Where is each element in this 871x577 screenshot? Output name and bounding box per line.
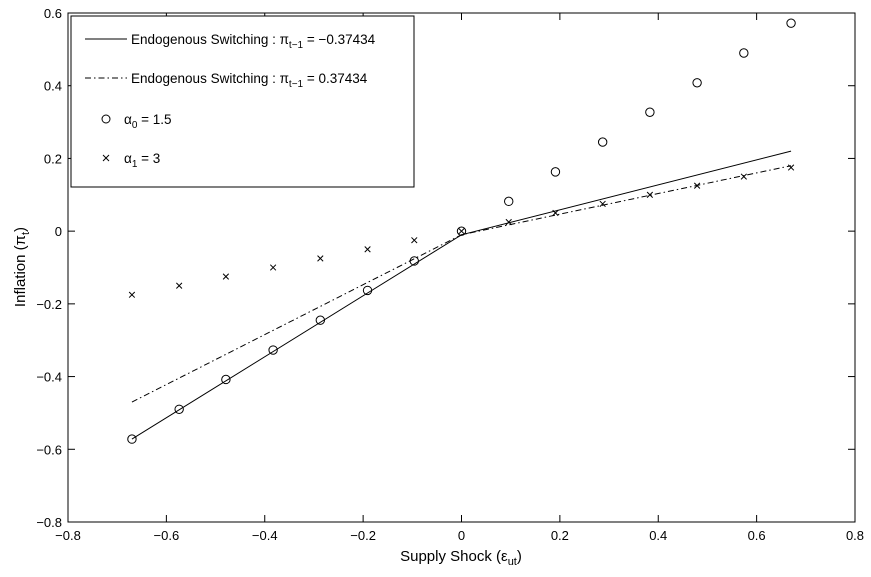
x-marker-stroke	[176, 282, 183, 289]
x-marker	[364, 246, 371, 253]
x-marker	[128, 291, 136, 298]
y-tick-label: 0.2	[44, 151, 62, 166]
x-tick-label: −0.6	[154, 528, 180, 543]
x-tick-label: 0	[458, 528, 465, 543]
y-tick-label: −0.6	[36, 442, 62, 457]
x-marker-stroke	[740, 173, 747, 180]
x-marker	[740, 173, 747, 180]
circle-marker	[692, 78, 702, 88]
circle-marker	[786, 18, 796, 28]
circle-marker	[127, 434, 137, 444]
series-layer	[127, 18, 796, 444]
y-tick-label: 0.6	[44, 6, 62, 21]
x-marker-stroke	[646, 191, 654, 198]
legend-swatch-circle	[101, 114, 111, 124]
x-marker	[317, 255, 324, 262]
x-marker	[458, 227, 465, 235]
x-tick-label: 0.6	[748, 528, 766, 543]
x-marker-stroke	[269, 264, 277, 271]
x-marker-stroke	[317, 255, 324, 262]
circle-marker	[456, 226, 467, 236]
x-marker	[693, 182, 701, 189]
circle-marker	[409, 256, 419, 266]
x-marker	[269, 264, 277, 271]
x-tick-label: −0.2	[350, 528, 376, 543]
circle-marker	[174, 404, 184, 414]
x-tick-label: −0.8	[55, 528, 81, 543]
x-tick-label: 0.4	[649, 528, 667, 543]
x-tick-label: 0.8	[846, 528, 864, 543]
y-tick-label: −0.2	[36, 297, 62, 312]
x-marker-stroke	[128, 291, 136, 298]
x-marker	[222, 273, 230, 280]
circle-marker	[597, 137, 608, 147]
y-axis-title: Inflation (πt)	[12, 227, 32, 307]
legend-entry-0: Endogenous Switching : πt−1 = −0.37434	[131, 32, 376, 51]
x-marker-stroke	[411, 237, 418, 244]
x-marker-stroke	[222, 273, 230, 280]
x-marker-stroke	[458, 227, 465, 235]
x-marker-stroke	[505, 218, 512, 226]
legend-entry-1: Endogenous Switching : πt−1 = 0.37434	[131, 71, 368, 90]
x-marker-stroke	[599, 200, 606, 208]
y-tick-label: −0.4	[36, 370, 62, 385]
x-axis-title: Supply Shock (εut)	[400, 548, 522, 568]
y-tick-label: 0	[55, 224, 62, 239]
x-marker-stroke	[552, 209, 559, 217]
x-marker	[787, 164, 795, 171]
series-line-1	[131, 165, 792, 403]
legend: Endogenous Switching : πt−1 = −0.37434 E…	[70, 15, 415, 188]
circle-marker	[362, 285, 373, 296]
circle-marker	[504, 196, 514, 207]
x-tick-label: −0.4	[252, 528, 278, 543]
x-marker	[646, 191, 654, 198]
legend-entry-3: α1 = 3	[124, 151, 160, 170]
circle-marker	[550, 167, 561, 177]
x-marker-stroke	[364, 246, 371, 253]
legend-entry-2: α0 = 1.5	[124, 112, 172, 131]
x-marker	[176, 282, 183, 289]
x-marker-stroke	[693, 182, 701, 189]
legend-swatch-x	[102, 154, 110, 162]
x-marker	[599, 200, 606, 208]
x-marker-stroke	[787, 164, 795, 171]
circle-marker	[268, 345, 278, 355]
circle-marker	[315, 315, 326, 325]
y-tick-label: −0.8	[36, 515, 62, 530]
circle-marker	[645, 107, 655, 117]
circle-marker	[739, 48, 749, 58]
x-tick-label: 0.2	[551, 528, 569, 543]
y-tick-label: 0.4	[44, 79, 62, 94]
x-marker	[505, 218, 512, 226]
ticks-layer: −0.8 −0.6 −0.4 −0.2 0 0.2 0.4 0.6 0.8 −0.8 −0.6 −0.…	[36, 6, 864, 543]
circle-marker	[221, 374, 231, 385]
x-marker	[411, 237, 418, 244]
legend-box	[70, 15, 415, 188]
x-marker	[552, 209, 559, 217]
